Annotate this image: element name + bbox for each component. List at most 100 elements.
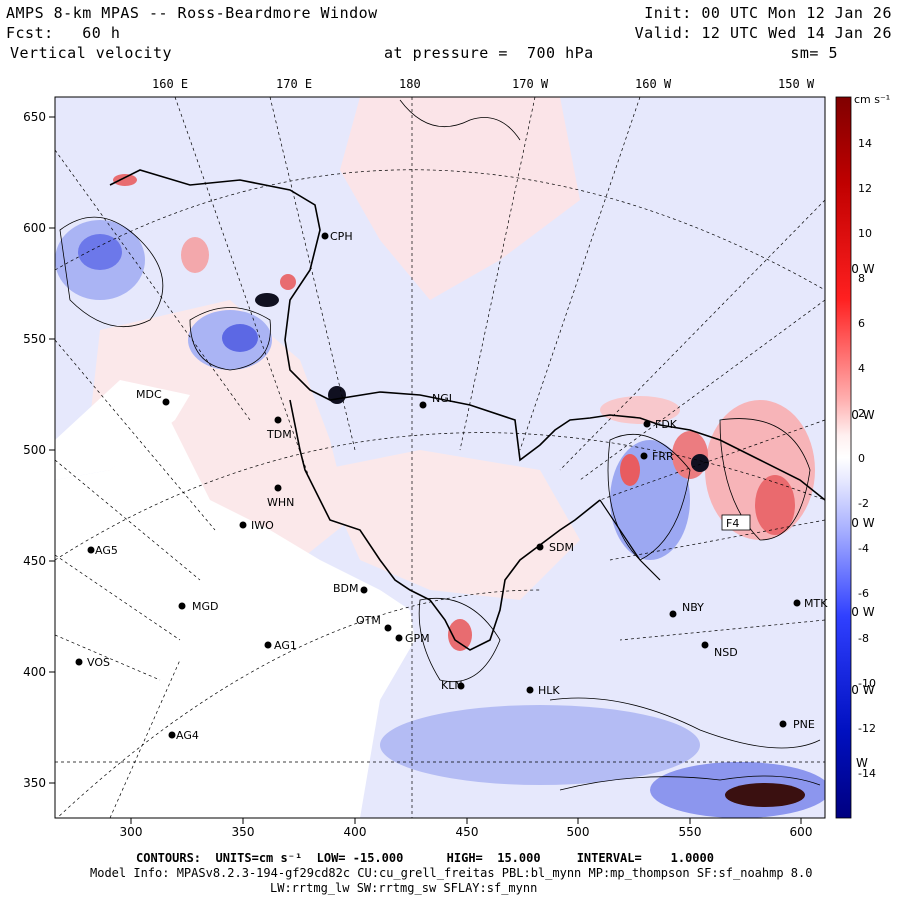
- intense-spot: [255, 293, 279, 307]
- y-tick-label: 650: [23, 110, 46, 124]
- station-dot: [162, 398, 170, 406]
- x-tick-label: 350: [232, 825, 255, 839]
- colorbar-tick: -4: [858, 542, 869, 555]
- station-dot: [395, 634, 403, 642]
- blue-band: [380, 705, 700, 785]
- colorbar: [835, 96, 852, 819]
- lon-label-170w: 170 W: [512, 77, 549, 91]
- station-label: WHN: [267, 496, 294, 509]
- colorbar-tick: -14: [858, 767, 876, 780]
- station-label: MGD: [192, 600, 219, 613]
- coastline: [289, 399, 601, 651]
- station-dot: [643, 420, 651, 428]
- red-cell: [448, 619, 472, 651]
- station-label: MDC: [136, 388, 162, 401]
- station-label: AG5: [95, 544, 118, 557]
- y-tick-label: 450: [23, 554, 46, 568]
- station-dot: [168, 731, 176, 739]
- x-tick-label: 550: [679, 825, 702, 839]
- valid-time: Valid: 12 UTC Wed 14 Jan 26: [634, 24, 892, 42]
- station-label: MTK: [804, 597, 828, 610]
- red-cell: [113, 174, 137, 186]
- station-label: F4: [726, 517, 739, 530]
- colorbar-tick: -6: [858, 587, 869, 600]
- station-dot: [526, 686, 534, 694]
- intense-spot: [691, 454, 709, 472]
- plot-border: [54, 96, 826, 819]
- colorbar-tick: -8: [858, 632, 869, 645]
- station-label: OTM: [356, 614, 381, 627]
- smoothing-value: sm= 5: [790, 44, 838, 62]
- station-box: [721, 514, 751, 531]
- station-dot: [321, 232, 329, 240]
- station-label: VOS: [87, 656, 110, 669]
- y-tick-label: 500: [23, 443, 46, 457]
- station-markers: CPH MDC NGL TDM FDK FRR WHN IWO AG5 SDM …: [75, 230, 828, 742]
- lon-label-160w: 160 W: [635, 77, 672, 91]
- colorbar-tick: 0: [858, 452, 865, 465]
- station-dot: [669, 610, 677, 618]
- contour-line: [59, 216, 164, 327]
- colorbar-tick: 10: [858, 227, 872, 240]
- lon-label-160e: 160 E: [152, 77, 189, 91]
- red-cell: [755, 475, 795, 535]
- colorbar-tick: 2: [858, 407, 865, 420]
- station-label: GPM: [405, 632, 430, 645]
- init-time: Init: 00 UTC Mon 12 Jan 26: [644, 4, 892, 22]
- x-tick-label: 600: [790, 825, 813, 839]
- station-dot: [779, 720, 787, 728]
- pressure-level: at pressure = 700 hPa: [384, 44, 594, 62]
- colorbar-tick: -10: [858, 677, 876, 690]
- contours-info: CONTOURS: UNITS=cm s⁻¹ LOW= -15.000 HIGH…: [136, 851, 714, 865]
- station-label: NSD: [714, 646, 738, 659]
- station-dot: [178, 602, 186, 610]
- x-tick-label: 450: [456, 825, 479, 839]
- y-tick-label: 400: [23, 665, 46, 679]
- coastline: [109, 169, 825, 501]
- station-label: IWO: [251, 519, 274, 532]
- lon-label-150w: 150 W: [778, 77, 815, 91]
- model-info: Model Info: MPASv8.2.3-194-gf29cd82c CU:…: [90, 866, 813, 880]
- colorbar-tick: 6: [858, 317, 865, 330]
- colorbar-ticks: 14 12 10 8 6 4 2 0 -2 -4 -6 -8 -10 -12 -…: [858, 137, 876, 780]
- station-label: KLN: [441, 679, 463, 692]
- station-label: SDM: [549, 541, 574, 554]
- station-label: FDK: [655, 418, 678, 431]
- station-label: BDM: [333, 582, 359, 595]
- station-label: AG4: [176, 729, 199, 742]
- colorbar-tick: 12: [858, 182, 872, 195]
- contour-line: [607, 433, 691, 561]
- station-label: NGL: [432, 392, 456, 405]
- red-cell: [181, 237, 209, 273]
- station-dot: [239, 521, 247, 529]
- variable-name: Vertical velocity: [10, 44, 173, 62]
- contour-line: [399, 99, 521, 141]
- contour-line: [559, 775, 821, 791]
- red-cell: [600, 396, 680, 424]
- model-info-line2: LW:rrtmg_lw SW:rrtmg_sw SFLAY:sf_mynn: [270, 881, 538, 895]
- x-tick-label: 500: [567, 825, 590, 839]
- x-tick-label: 400: [344, 825, 367, 839]
- station-dot: [793, 599, 801, 607]
- y-tick-label: 550: [23, 332, 46, 346]
- coastline: [599, 499, 661, 581]
- intense-spot: [725, 783, 805, 807]
- graticule: [55, 97, 825, 818]
- station-dot: [360, 586, 368, 594]
- colorbar-tick: -12: [858, 722, 876, 735]
- lon-label-170e: 170 E: [276, 77, 313, 91]
- colorbar-tick: -2: [858, 497, 869, 510]
- station-dot: [701, 641, 709, 649]
- y-tick-label: 350: [23, 776, 46, 790]
- station-label: NBY: [682, 601, 704, 614]
- station-dot: [457, 682, 465, 690]
- station-dot: [536, 543, 544, 551]
- colorbar-tick: 4: [858, 362, 865, 375]
- contour-line: [189, 307, 271, 371]
- station-dot: [75, 658, 83, 666]
- station-label: TDM: [266, 428, 292, 441]
- station-label: AG1: [274, 639, 297, 652]
- blue-cell: [78, 234, 122, 270]
- colorbar-tick: 8: [858, 272, 865, 285]
